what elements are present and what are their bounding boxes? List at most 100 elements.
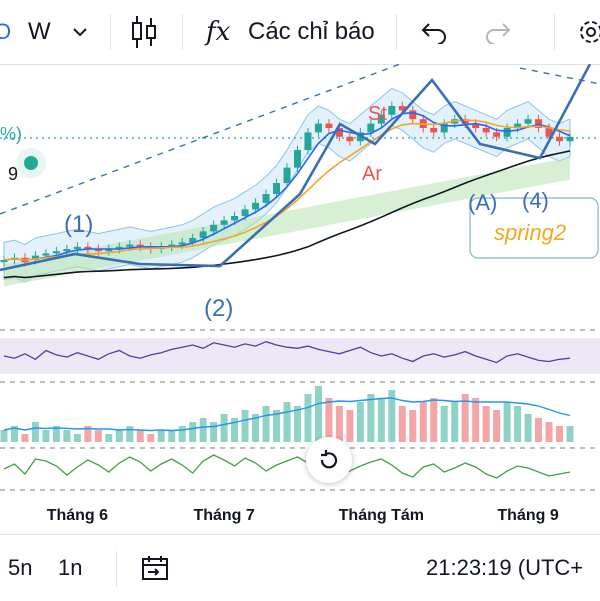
label-wave-1: (1)	[64, 211, 93, 238]
toolbar-divider	[554, 14, 555, 50]
reset-chart-button[interactable]	[306, 437, 352, 483]
candle-body	[283, 167, 291, 183]
candle-body	[273, 183, 281, 194]
volume-bar	[0, 430, 8, 442]
candle-body	[293, 150, 301, 168]
left-value-label: 9	[8, 164, 19, 184]
candle-body	[493, 132, 501, 137]
toolbar-divider	[182, 14, 183, 50]
volume-bar	[398, 406, 406, 442]
candle-body	[84, 246, 92, 249]
volume-bar	[168, 430, 176, 442]
candle-body	[220, 220, 228, 225]
candle-body	[556, 136, 564, 142]
reset-icon	[320, 450, 338, 469]
candle-body	[325, 123, 333, 128]
rsi-band	[0, 338, 600, 374]
clock-timezone[interactable]: 21:23:19 (UTC+	[426, 555, 584, 580]
candle-body	[178, 242, 186, 245]
volume-bar	[220, 414, 228, 442]
range-5-button[interactable]: 5n	[8, 555, 33, 580]
volume-bar	[42, 430, 50, 442]
candle-body	[398, 106, 406, 111]
volume-bar	[524, 414, 532, 442]
volume-bar	[356, 402, 364, 442]
label-spring: spring2	[494, 220, 566, 245]
candle-body	[52, 251, 60, 254]
volume-bar	[451, 402, 459, 442]
toolbar-divider	[396, 14, 397, 50]
rsi-pane	[0, 338, 600, 374]
label-st: St	[368, 103, 387, 125]
indicators-button[interactable]: Các chỉ báo	[248, 18, 375, 45]
interval-button[interactable]: W	[28, 18, 51, 45]
volume-bar	[493, 410, 501, 442]
redo-icon[interactable]	[484, 0, 512, 64]
undo-icon[interactable]	[420, 0, 448, 64]
volume-bar	[367, 394, 375, 442]
label-wave-a: (A)	[468, 190, 497, 215]
volume-bar	[325, 398, 333, 442]
volume-bar	[63, 430, 71, 442]
candle-body	[367, 123, 375, 133]
volume-ma-line	[3, 397, 571, 432]
ma-mid-line	[3, 119, 571, 261]
range-1-button[interactable]: 1n	[58, 555, 83, 580]
bottom-divider	[116, 551, 117, 587]
volume-bar	[252, 414, 260, 442]
volume-bar	[482, 406, 490, 442]
x-tick-label: Tháng 7	[193, 507, 254, 524]
volume-bar	[21, 434, 29, 442]
label-ar: Ar	[362, 163, 382, 185]
oscillator-pane	[3, 454, 571, 479]
volume-bar	[157, 430, 165, 442]
bottom-bar: 5n 1n 21:23:19 (UTC+	[0, 534, 600, 601]
candle-body	[94, 249, 102, 252]
volume-bar	[105, 434, 113, 442]
fx-icon[interactable]: fx	[206, 17, 231, 47]
volume-bar	[231, 418, 239, 442]
volume-bar	[566, 426, 574, 442]
candle-body	[346, 136, 354, 142]
candle-body	[472, 123, 480, 128]
volume-bar	[210, 422, 218, 442]
volume-bar	[440, 406, 448, 442]
volume-bar	[189, 422, 197, 442]
symbol-partial-icon[interactable]: O	[0, 19, 12, 44]
gear-icon[interactable]	[576, 0, 600, 64]
volume-bar	[10, 426, 18, 442]
live-status-icon	[16, 148, 46, 178]
osc-line	[3, 454, 571, 479]
label-wave-4: (4)	[522, 188, 549, 213]
volume-bar	[262, 406, 270, 442]
candle-body	[440, 123, 448, 133]
volume-bar	[314, 386, 322, 442]
date-range-icon[interactable]	[140, 535, 170, 601]
x-tick-label: Tháng 6	[47, 507, 108, 524]
x-tick-label: Tháng Tám	[339, 507, 424, 524]
candle-body	[335, 128, 343, 137]
chart-area[interactable]: (1) (2) (A) (4) St Ar spring2 Tháng 6 Tháng 7 Th…	[0, 63, 600, 534]
candle-body	[73, 246, 81, 249]
candle-body	[430, 128, 438, 133]
x-tick-label: Tháng 9	[497, 507, 558, 524]
candles-icon[interactable]	[130, 0, 158, 64]
volume-bar	[136, 430, 144, 442]
interval-chevron-down-icon[interactable]	[72, 0, 88, 64]
time-axis: Tháng 6 Tháng 7 Tháng Tám Tháng 9	[47, 507, 559, 524]
toolbar-divider	[110, 14, 111, 50]
volume-bar	[419, 402, 427, 442]
candle-body	[503, 128, 511, 137]
annotation-labels: (1) (2) (A) (4) St Ar spring2	[64, 103, 566, 322]
volume-bar	[377, 398, 385, 442]
candle-body	[545, 128, 553, 137]
volume-bar	[52, 426, 60, 442]
volume-bar	[556, 426, 564, 442]
volume-bar	[388, 390, 396, 442]
candle-body	[115, 246, 123, 249]
candle-body	[262, 194, 270, 203]
candle-body	[126, 244, 134, 247]
elliott-wave-lines	[0, 63, 600, 272]
volume-bar	[503, 402, 511, 442]
